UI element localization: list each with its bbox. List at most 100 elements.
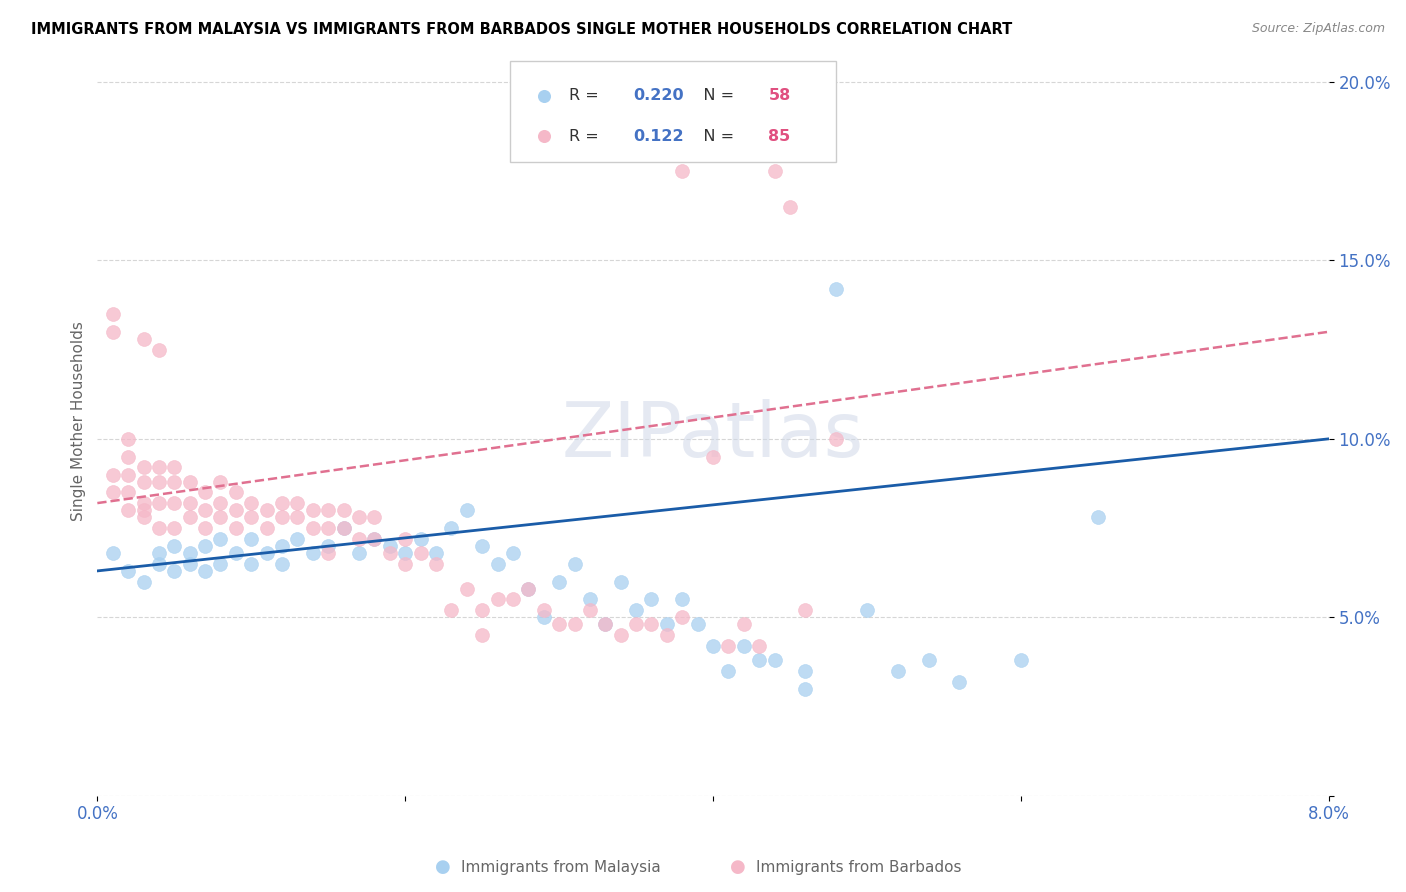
Text: ●: ● [730,858,747,876]
Point [101,546,124,560]
Point [132,496,155,510]
Text: R =: R = [569,88,603,103]
Point [671,164,693,178]
Point [887,664,910,678]
Point [240,557,263,571]
Point [548,574,571,589]
Point [456,582,478,596]
Point [101,467,124,482]
Point [794,681,817,696]
Point [225,485,247,500]
Point [794,603,817,617]
Point [271,557,294,571]
Point [763,653,786,667]
Point [394,532,416,546]
Point [702,450,724,464]
Point [117,485,139,500]
Text: ZIPatlas: ZIPatlas [562,399,865,473]
Point [363,532,385,546]
Point [533,610,555,624]
Y-axis label: Single Mother Households: Single Mother Households [72,321,86,521]
Text: ●: ● [434,858,451,876]
Text: R =: R = [569,128,603,144]
Point [948,674,970,689]
Point [148,343,170,357]
Point [609,574,631,589]
Point [378,546,401,560]
Point [287,532,309,546]
Point [287,496,309,510]
Point [456,503,478,517]
Text: 0.220: 0.220 [633,88,683,103]
Point [486,557,509,571]
Point [332,521,354,535]
Point [471,539,494,553]
Point [179,557,201,571]
Point [163,460,186,475]
Point [240,496,263,510]
Point [347,532,370,546]
Point [209,475,232,489]
Point [132,475,155,489]
Text: IMMIGRANTS FROM MALAYSIA VS IMMIGRANTS FROM BARBADOS SINGLE MOTHER HOUSEHOLDS CO: IMMIGRANTS FROM MALAYSIA VS IMMIGRANTS F… [31,22,1012,37]
Point [748,639,770,653]
Point [287,510,309,524]
Text: Immigrants from Malaysia: Immigrants from Malaysia [461,860,661,874]
Point [579,592,602,607]
Point [209,510,232,524]
Point [302,546,325,560]
Point [302,521,325,535]
Point [486,592,509,607]
Text: Source: ZipAtlas.com: Source: ZipAtlas.com [1251,22,1385,36]
Point [148,460,170,475]
Point [363,532,385,546]
Point [256,503,278,517]
Point [856,603,879,617]
Point [179,496,201,510]
Point [240,510,263,524]
Point [225,503,247,517]
Point [655,628,678,642]
Text: 85: 85 [769,128,790,144]
Point [1010,653,1032,667]
Point [117,467,139,482]
Point [101,485,124,500]
Point [225,546,247,560]
Point [1087,510,1109,524]
Point [316,503,339,517]
Point [686,617,709,632]
Point [502,592,524,607]
Point [101,325,124,339]
Point [302,503,325,517]
Point [209,532,232,546]
Point [163,475,186,489]
Point [209,496,232,510]
Point [194,521,217,535]
Point [132,332,155,346]
Point [347,510,370,524]
Point [332,503,354,517]
Text: N =: N = [689,88,740,103]
Point [624,617,647,632]
Point [825,432,848,446]
Point [316,539,339,553]
Point [609,628,631,642]
Point [825,282,848,296]
Point [640,592,662,607]
Point [502,546,524,560]
Point [148,496,170,510]
Point [148,546,170,560]
Point [194,503,217,517]
Point [440,603,463,617]
Point [595,617,617,632]
Point [409,532,432,546]
Point [271,510,294,524]
Point [717,639,740,653]
Point [256,521,278,535]
Point [163,564,186,578]
Point [702,639,724,653]
Point [194,539,217,553]
Point [316,546,339,560]
Point [671,592,693,607]
Point [132,574,155,589]
